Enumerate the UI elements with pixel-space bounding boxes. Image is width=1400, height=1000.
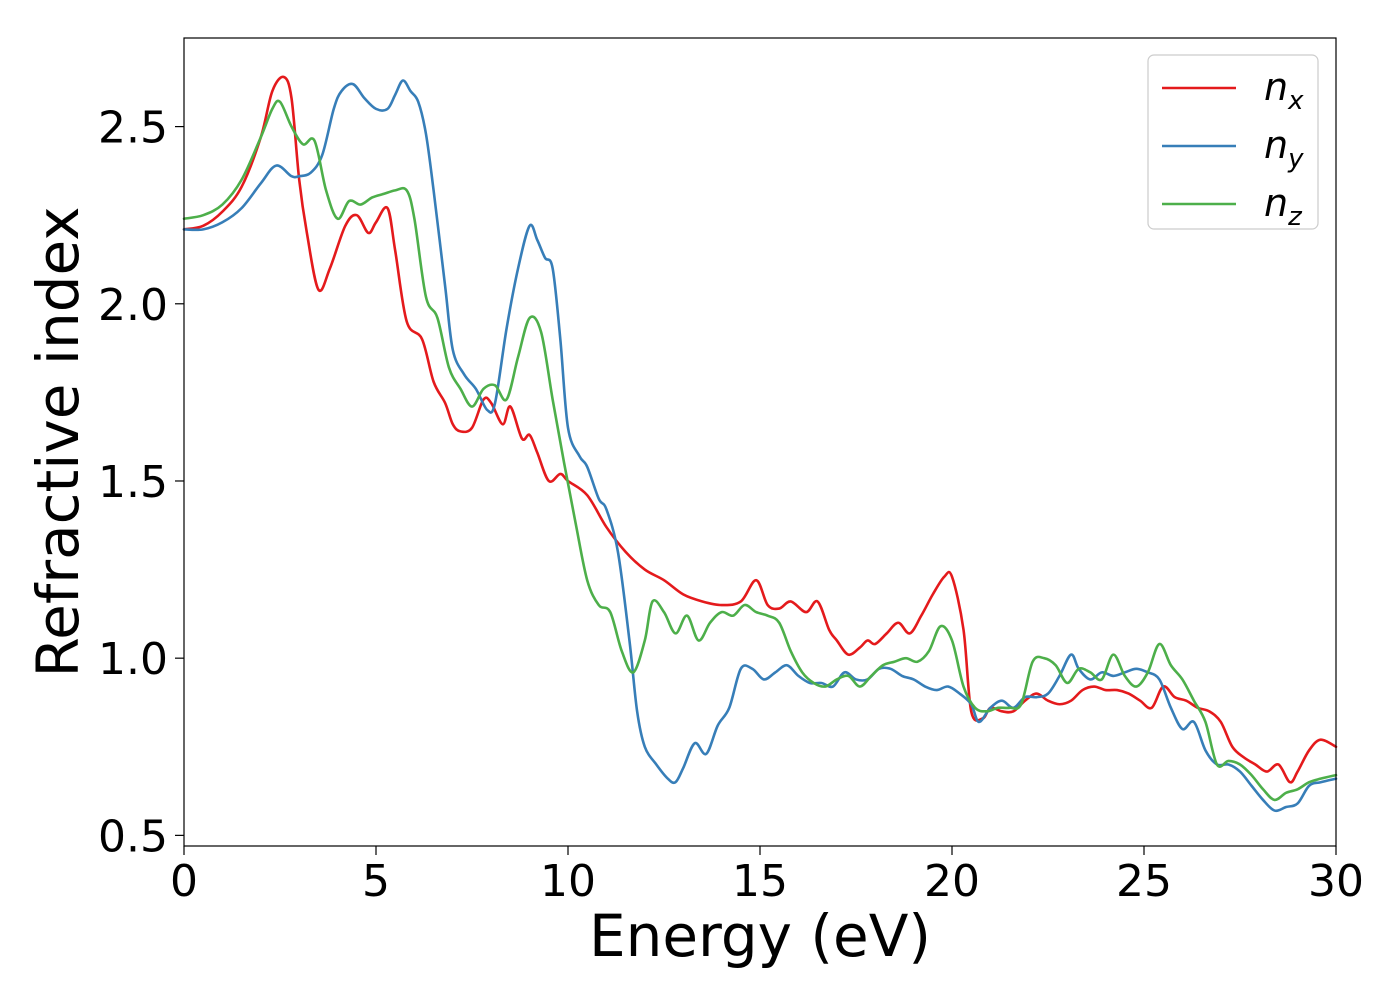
legend-box [1147,54,1319,230]
y-tick-label: 1.0 [98,634,168,685]
x-tick-label: 25 [1116,856,1172,907]
y-axis-title: Refractive index [24,206,92,677]
series-line-n-z [182,99,1338,802]
x-tick-label: 0 [170,856,198,907]
legend-label: nz [1264,181,1303,232]
legend-label-main: n [1264,65,1288,109]
y-tick-label: 0.5 [98,811,168,862]
legend-label-main: n [1264,123,1288,167]
legend-label-main: n [1264,181,1288,225]
y-tick-label: 2.5 [98,103,168,154]
x-axis-title: Energy (eV) [589,902,931,970]
x-tick-label: 10 [540,856,596,907]
x-tick-label: 30 [1308,856,1364,907]
x-axis: 0 5 10 15 20 25 30 [170,846,1364,907]
legend-label: ny [1264,123,1304,174]
series-line-n-x [182,75,1338,784]
y-tick-label: 1.5 [98,457,168,508]
x-tick-label: 5 [362,856,390,907]
x-tick-label: 20 [924,856,980,907]
y-axis: 0.5 1.0 1.5 2.0 2.5 [98,103,184,862]
series-layer [182,75,1338,813]
legend-label: nx [1264,65,1304,116]
x-tick-label: 15 [732,856,788,907]
legend-label-sub: y [1287,144,1304,174]
legend-label-sub: z [1287,202,1303,232]
series-line-n-y [182,79,1338,813]
legend-label-sub: x [1287,86,1304,116]
y-tick-label: 2.0 [98,280,168,331]
